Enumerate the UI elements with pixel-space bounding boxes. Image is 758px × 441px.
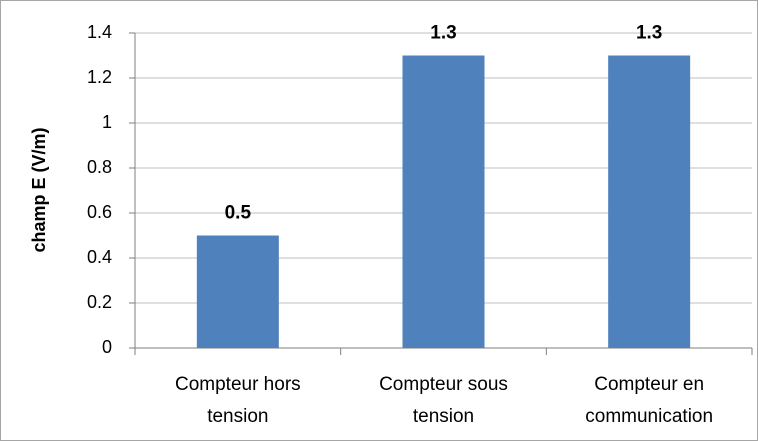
data-label: 1.3 [430,23,456,44]
y-tick-label: 1.2 [87,67,112,87]
y-tick-label: 0.8 [87,157,112,177]
y-tick-label: 0.4 [87,247,112,267]
y-tick-label: 0.6 [87,202,112,222]
data-label: 1.3 [636,23,662,44]
x-tick-label: Compteur en communication [585,374,714,427]
x-tick-label: Compteur sous tension [379,374,508,427]
bar [608,55,691,348]
bar [196,235,279,348]
y-tick-label: 1 [102,112,112,132]
x-tick-label: Compteur hors tension [174,374,301,427]
data-label: 0.5 [225,203,252,224]
bar [402,55,485,348]
y-axis-label: champ E (V/m) [29,127,49,252]
y-tick-label: 0.2 [87,292,112,312]
y-tick-label: 1.4 [87,22,112,42]
y-tick-label: 0 [102,337,112,357]
